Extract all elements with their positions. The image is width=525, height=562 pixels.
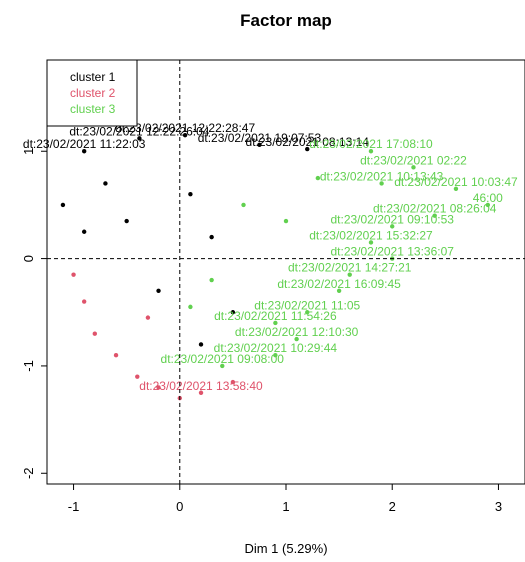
x-tick-label: 3 xyxy=(495,499,502,514)
point-label-cluster-3-1: dt:23/02/2021 02:22 xyxy=(360,153,467,167)
point-label-cluster-3-11: dt:23/02/2021 11:05 xyxy=(254,298,360,312)
x-axis: -1 0 1 2 3 xyxy=(68,484,502,514)
point-cluster-2-3 xyxy=(113,352,119,358)
point-cluster-1-1 xyxy=(182,132,188,138)
point-cluster-1-8 xyxy=(81,229,87,234)
point-cluster-3-10 xyxy=(336,288,342,293)
point-cluster-1-7 xyxy=(124,218,129,224)
point-label-cluster-3-12: dt:23/02/2021 11:54:26 xyxy=(214,309,337,323)
point-cluster-1-3 xyxy=(257,142,262,147)
point-cluster-2-8 xyxy=(230,379,236,385)
point-cluster-1-6 xyxy=(60,202,66,208)
point-cluster-1-5 xyxy=(103,181,108,186)
chart-title: Factor map xyxy=(240,11,332,30)
point-cluster-3-17 xyxy=(283,218,289,224)
point-label-cluster-3-7: dt:23/02/2021 15:32:27 xyxy=(309,228,433,242)
point-cluster-3-4 xyxy=(485,202,491,208)
legend-entry-cluster-2: cluster 2 xyxy=(70,86,116,100)
point-label-cluster-3-14: dt:23/02/2021 10:29:44 xyxy=(214,341,338,355)
point-cluster-3-7 xyxy=(368,240,374,245)
y-tick-label: -2 xyxy=(21,467,36,479)
point-cluster-3-20 xyxy=(315,175,321,181)
point-cluster-3-0 xyxy=(368,149,374,154)
point-cluster-2-6 xyxy=(198,390,204,395)
x-tick-label: 1 xyxy=(282,499,289,514)
point-label-cluster-1-4: dt:23/02/2021 08:13:14 xyxy=(246,135,370,149)
point-cluster-2-9 xyxy=(145,315,151,320)
point-label-cluster-3-15: dt:23/02/2021 09:08:00 xyxy=(161,352,285,366)
point-cluster-3-16 xyxy=(241,202,246,208)
point-cluster-1-9 xyxy=(188,191,193,197)
point-cluster-3-14 xyxy=(273,352,278,358)
series-cluster-2: dt:23/02/2021 13:58:40 xyxy=(71,272,263,401)
point-cluster-1-0 xyxy=(137,136,142,141)
point-cluster-3-2 xyxy=(379,181,384,186)
point-label-cluster-3-3: dt:23/02/2021 10:03:47 xyxy=(394,175,518,189)
y-tick-label: -1 xyxy=(21,360,36,372)
point-cluster-3-6 xyxy=(390,224,395,229)
point-cluster-2-0 xyxy=(81,299,87,304)
point-label-cluster-3-13: dt:23/02/2021 12:10:30 xyxy=(235,325,359,339)
point-cluster-2-4 xyxy=(135,374,140,379)
point-cluster-1-13 xyxy=(198,342,204,347)
point-cluster-1-4 xyxy=(305,146,310,152)
point-cluster-3-11 xyxy=(305,310,310,315)
legend-box xyxy=(46,59,138,127)
point-cluster-3-19 xyxy=(188,304,193,310)
point-cluster-1-11 xyxy=(156,288,161,293)
legend-entry-cluster-3: cluster 3 xyxy=(70,102,116,116)
x-tick-label: 2 xyxy=(389,499,396,514)
point-label-cluster-1-0: dt:23/02/2021 12:22:26:04 xyxy=(69,124,209,138)
x-tick-label: -1 xyxy=(68,499,80,514)
legend-entry-cluster-1: cluster 1 xyxy=(70,70,116,84)
point-label-cluster-3-8: dt:23/02/2021 13:36:07 xyxy=(330,245,454,259)
point-cluster-1-2 xyxy=(81,149,87,154)
point-cluster-2-5 xyxy=(156,385,161,390)
point-cluster-2-1 xyxy=(71,272,76,277)
y-tick-label: 1 xyxy=(21,148,36,155)
point-label-cluster-2-6: dt:23/02/2021 13:58:40 xyxy=(139,379,263,393)
point-label-cluster-3-10: dt:23/02/2021 16:09:45 xyxy=(277,277,401,291)
point-label-cluster-3-0: dt:23/02/2021 17:08:10 xyxy=(309,137,433,151)
y-tick-label: 0 xyxy=(21,255,36,262)
point-label-cluster-1-3: dt:23/02/2021 19:07:53 xyxy=(198,131,322,145)
point-cluster-3-3 xyxy=(453,186,459,192)
series-cluster-3: dt:23/02/2021 17:08:10 dt:23/02/2021 02:2… xyxy=(161,137,518,369)
point-label-cluster-3-6: dt:23/02/2021 09:10:53 xyxy=(330,212,454,226)
point-cluster-3-13 xyxy=(294,336,299,342)
point-label-cluster-1-1: dt:23/02/2021 12:22:28:47 xyxy=(115,121,255,135)
point-cluster-3-12 xyxy=(273,320,278,326)
point-cluster-3-1 xyxy=(411,165,416,170)
point-label-cluster-3-5: dt:23/02/2021 08:26:04 xyxy=(373,202,497,216)
reference-lines xyxy=(47,60,525,484)
point-cluster-3-18 xyxy=(209,277,214,283)
x-tick-label: 0 xyxy=(176,499,183,514)
point-cluster-3-15 xyxy=(220,363,225,369)
point-cluster-1-12 xyxy=(230,310,236,315)
y-axis: -2 -1 0 1 xyxy=(21,148,47,479)
point-cluster-2-2 xyxy=(92,331,98,336)
point-cluster-3-9 xyxy=(347,272,352,277)
point-cluster-3-5 xyxy=(432,213,437,218)
point-cluster-1-10 xyxy=(209,234,214,240)
point-label-cluster-3-4: 46:00 xyxy=(473,191,503,205)
x-axis-label: Dim 1 (5.29%) xyxy=(244,541,327,556)
legend: cluster 1 cluster 2 cluster 3 xyxy=(46,59,138,127)
point-label-cluster-3-9: dt:23/02/2021 14:27:21 xyxy=(288,261,412,275)
point-label-cluster-1-2: dt:23/02/2021 11:22:03 xyxy=(23,137,146,151)
point-label-cluster-3-2: dt:23/02/2021 10:13:43 xyxy=(320,169,444,183)
